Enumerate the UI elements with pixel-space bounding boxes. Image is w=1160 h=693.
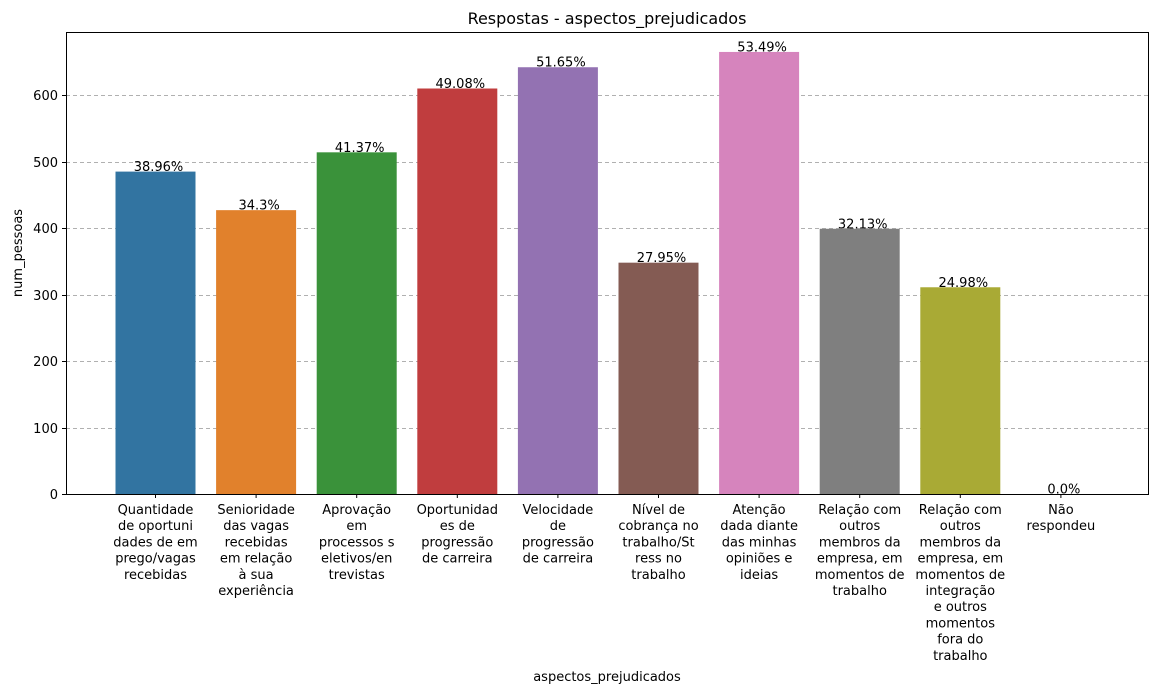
x-tick-label: Velocidade de progressão de carreira — [522, 503, 594, 567]
bar — [417, 88, 498, 494]
x-tick-label: Aprovação em processos s eletivos/en trevist… — [319, 503, 395, 583]
data-label: 27.95% — [637, 251, 687, 266]
x-tick-label: Nível de cobrança no trabalho/St ress no tra… — [618, 503, 698, 583]
bars — [115, 51, 1001, 495]
y-tick-label: 200 — [33, 355, 58, 370]
bar — [316, 152, 397, 494]
x-tick-label: Quantidade de oportuni dades de em prego/va… — [113, 503, 197, 583]
plot-frame — [66, 32, 1149, 495]
y-tick-label: 0 — [50, 488, 58, 503]
data-label: 49.08% — [436, 77, 486, 92]
bar — [719, 51, 800, 495]
data-label: 34.3% — [238, 199, 279, 214]
x-tick-label: Atenção dada diante das minhas opiniões e id… — [720, 503, 798, 583]
x-tick-label: Não respondeu — [1027, 503, 1096, 534]
data-label: 53.49% — [737, 40, 787, 55]
y-axis-label: num_pessoas — [11, 209, 26, 297]
data-label: 38.96% — [134, 160, 184, 175]
x-tick-label: Senioridade das vagas recebidas em relação à… — [217, 503, 294, 599]
x-tick-label: Oportunidad es de progressão de carreira — [417, 503, 498, 567]
data-label: 41.37% — [335, 141, 385, 156]
bar — [920, 287, 1001, 494]
bar — [517, 67, 598, 494]
bar — [819, 228, 900, 494]
data-label: 32.13% — [838, 217, 888, 232]
x-axis-ticks: Quantidade de oportuni dades de em prego/va… — [113, 494, 1095, 664]
x-axis-label: aspectos_prejudicados — [533, 670, 681, 685]
data-labels: 38.96% 34.3% 41.37% 49.08% 51.65% 27.95% 53.49… — [134, 40, 1081, 497]
data-label: 24.98% — [939, 276, 989, 291]
bar — [618, 262, 699, 494]
y-axis-ticks: 0 100 200 300 400 500 600 — [33, 89, 66, 503]
bar — [216, 210, 297, 494]
data-label: 51.65% — [536, 56, 586, 71]
y-tick-label: 400 — [33, 222, 58, 237]
x-tick-label: Relação com outros membros da empresa, em mo… — [815, 503, 905, 599]
chart-title: Respostas - aspectos_prejudicados — [468, 9, 747, 29]
x-tick-label: Relação com outros membros da empresa, em mo… — [915, 503, 1005, 664]
y-tick-label: 100 — [33, 422, 58, 437]
y-tick-label: 500 — [33, 156, 58, 171]
y-tick-label: 300 — [33, 289, 58, 304]
y-tick-label: 600 — [33, 89, 58, 104]
bar — [115, 171, 196, 495]
data-label: 0.0% — [1047, 483, 1080, 498]
grid-lines — [66, 95, 1148, 429]
